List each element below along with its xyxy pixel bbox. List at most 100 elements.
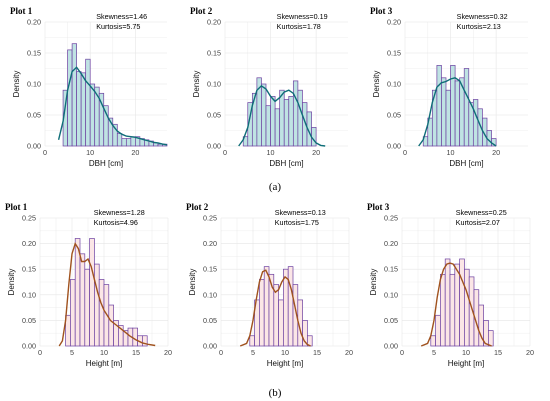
y-tick-label: 0.15 (384, 265, 398, 274)
histogram-bar (283, 99, 290, 147)
caption-a: (a) (269, 181, 282, 193)
panel-title: Plot 1 (10, 6, 33, 16)
histogram-bar (435, 314, 441, 347)
kurtosis-label: Kurtosis=2.13 (457, 22, 501, 31)
kurtosis-label: Kurtosis=1.75 (275, 218, 319, 227)
x-tick-label: 20 (164, 348, 172, 357)
caption-b: (b) (269, 387, 282, 399)
density-curve (418, 77, 497, 147)
histogram-bar (142, 335, 148, 347)
histogram-bar (441, 77, 447, 147)
density-curve (420, 262, 492, 347)
y-axis-label: Density (12, 71, 21, 98)
x-tick-label: 10 (100, 348, 108, 357)
histogram-bar (283, 268, 289, 347)
histogram-panel-4: 0.00 0.05 0.10 0.15 0.20 0.25 0 5 10 15 20 Height [… (5, 202, 172, 368)
histogram-bar (94, 263, 100, 347)
histogram-bar (130, 136, 136, 147)
y-tick-label: 0.10 (387, 80, 401, 89)
histogram-bar (89, 238, 95, 347)
kurtosis-label: Kurtosis=1.78 (277, 22, 321, 31)
x-tick-label: 20 (492, 148, 500, 157)
histogram-bar (463, 68, 470, 147)
panel-title: Plot 3 (367, 202, 390, 212)
histogram-bar (302, 320, 308, 347)
kurtosis-label: Kurtosis=5.75 (96, 22, 140, 31)
histogram-panel-3: 0.00 0.05 0.10 0.15 0.20 0 10 20 DBH [cm] Density… (370, 6, 528, 168)
kurtosis-label: Kurtosis=4.96 (94, 218, 138, 227)
x-axis-label: DBH [cm] (269, 159, 303, 168)
density-curve (239, 269, 311, 347)
histogram-panel-2: 0.00 0.05 0.10 0.15 0.20 0 10 20 DBH [cm] Density… (190, 6, 348, 168)
histogram-bar (89, 83, 96, 147)
histogram-bar (71, 43, 77, 147)
histogram-bar (108, 304, 114, 347)
x-tick-label: 0 (403, 148, 407, 157)
skewness-label: Skewness=1.46 (96, 12, 147, 21)
x-tick-label: 10 (86, 148, 94, 157)
density-curve (238, 85, 326, 147)
histogram-bar (454, 80, 461, 147)
histogram-bar (288, 96, 294, 147)
x-tick-label: 20 (312, 148, 320, 157)
y-tick-label: 0.20 (27, 18, 41, 27)
histogram-bar (472, 99, 479, 147)
x-tick-label: 0 (400, 348, 404, 357)
histogram-bar (265, 105, 271, 147)
histogram-bar (278, 299, 284, 347)
histogram-bar (76, 71, 82, 147)
histogram-bar (486, 130, 492, 147)
histogram-panel-6: 0.00 0.05 0.10 0.15 0.20 0.25 0 5 10 15 20 Height [… (367, 202, 534, 368)
x-axis-label: Height [m] (86, 359, 122, 368)
y-tick-label: 0.00 (207, 142, 221, 151)
x-tick-label: 20 (131, 148, 139, 157)
y-tick-label: 0.00 (384, 342, 398, 351)
y-tick-label: 0.15 (27, 49, 41, 58)
x-axis-label: Height [m] (448, 359, 484, 368)
histogram-bar (488, 330, 494, 347)
y-tick-label: 0.10 (27, 80, 41, 89)
histogram-bar (311, 127, 317, 147)
skewness-label: Skewness=0.13 (275, 208, 326, 217)
y-tick-label: 0.10 (207, 80, 221, 89)
histogram-bar (84, 268, 90, 347)
x-tick-label: 20 (345, 348, 353, 357)
y-tick-label: 0.10 (22, 290, 36, 299)
histogram-bar (440, 273, 446, 347)
histogram-bar (85, 58, 91, 147)
y-tick-label: 0.15 (203, 265, 217, 274)
y-tick-label: 0.20 (207, 18, 221, 27)
histogram-bar (444, 258, 451, 347)
histogram-bar (297, 89, 303, 147)
histogram-bar (263, 266, 270, 347)
histogram-bar (121, 138, 127, 147)
histogram-bar (468, 102, 474, 147)
histogram-bar (270, 96, 276, 147)
x-tick-label: 0 (219, 348, 223, 357)
y-tick-label: 0.25 (22, 214, 36, 223)
x-tick-label: 10 (281, 348, 289, 357)
histogram-bar (98, 279, 105, 347)
x-tick-label: 0 (38, 348, 42, 357)
y-tick-label: 0.20 (203, 239, 217, 248)
y-tick-label: 0.20 (22, 239, 36, 248)
y-tick-label: 0.00 (203, 342, 217, 351)
histogram-bar (274, 108, 281, 147)
x-tick-label: 15 (313, 348, 321, 357)
histogram-bar (261, 83, 267, 147)
skewness-label: Skewness=0.25 (456, 208, 507, 217)
y-axis-label: Density (372, 71, 381, 98)
x-tick-label: 10 (267, 148, 275, 157)
y-tick-label: 0.10 (203, 290, 217, 299)
histogram-bar (449, 273, 456, 347)
histogram-bar (287, 266, 294, 347)
x-tick-label: 5 (432, 348, 436, 357)
y-tick-label: 0.00 (22, 342, 36, 351)
histogram-bar (132, 327, 138, 347)
skewness-label: Skewness=0.32 (457, 12, 508, 21)
y-tick-label: 0.05 (384, 316, 398, 325)
y-tick-label: 0.25 (384, 214, 398, 223)
y-axis-label: Density (369, 269, 378, 296)
histogram-bar (445, 89, 451, 147)
